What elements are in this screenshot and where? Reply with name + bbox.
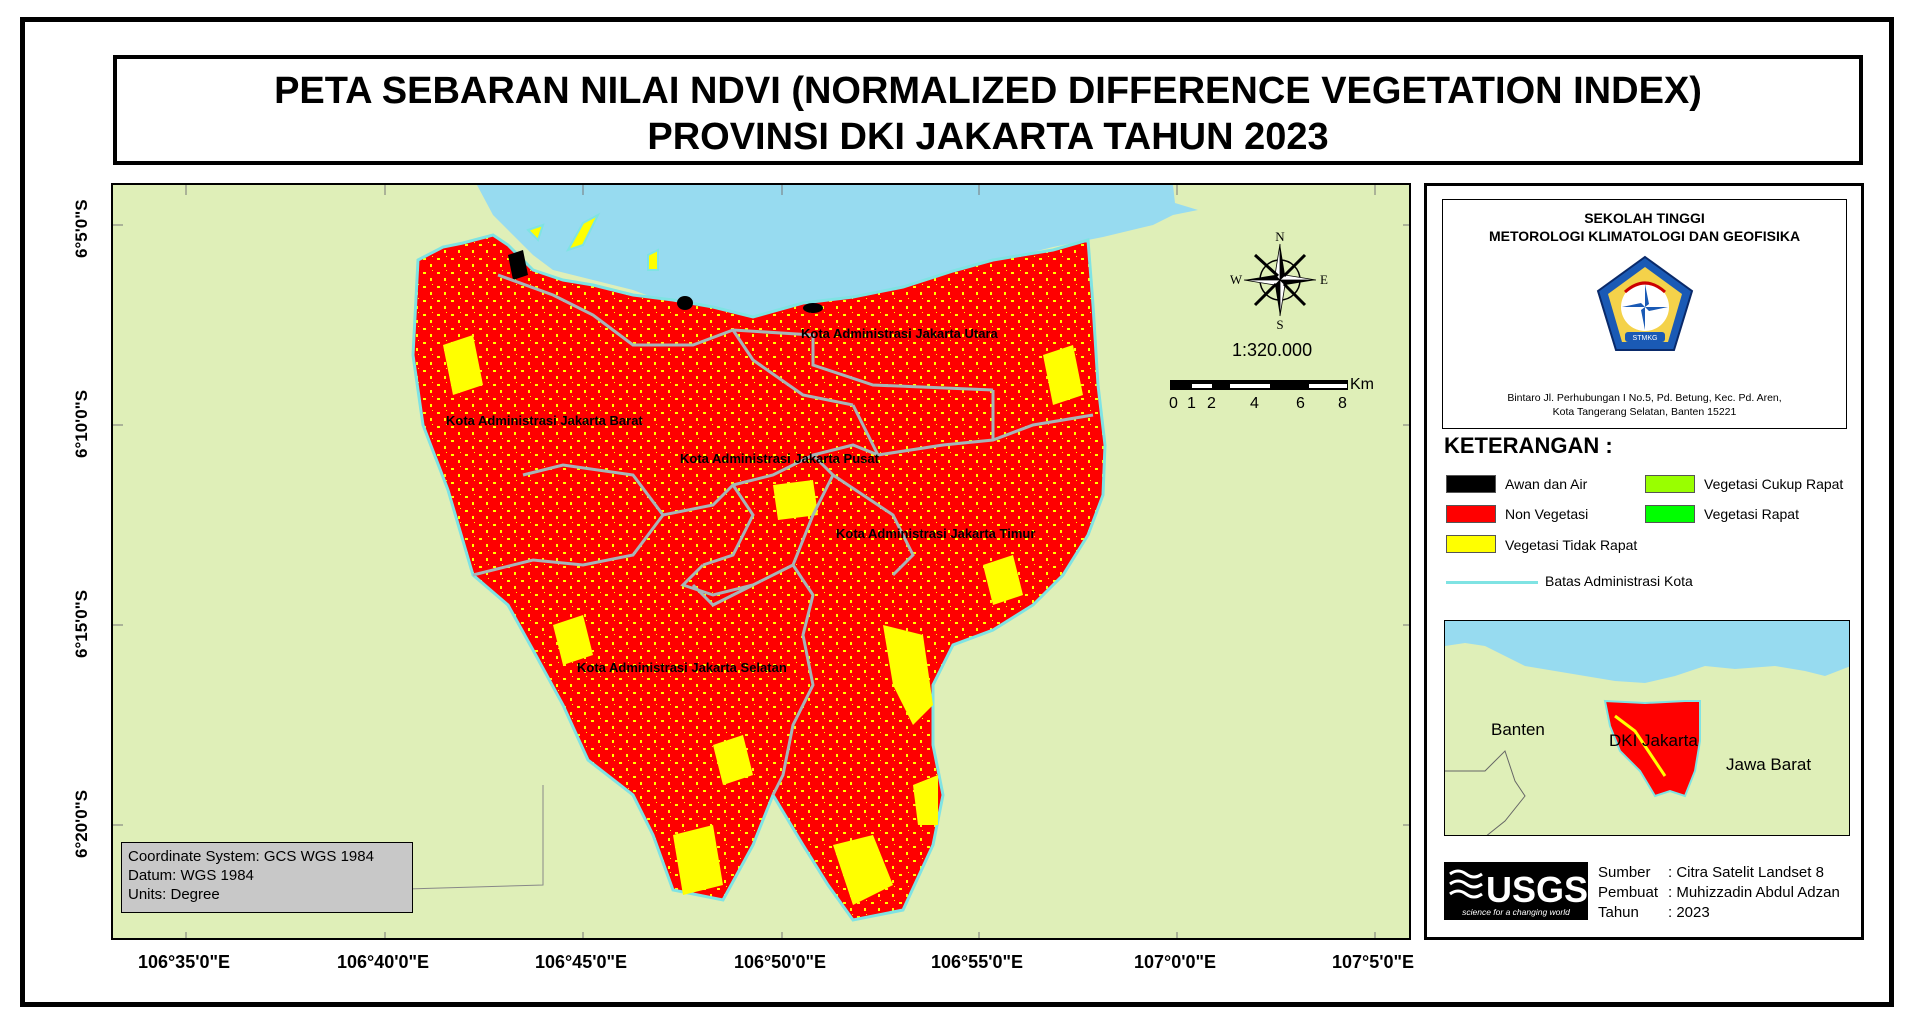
compass-n: N [1275, 230, 1285, 244]
jakarta-ndvi-area [411, 233, 1107, 922]
institution-line-1: SEKOLAH TINGGI [1584, 210, 1705, 226]
lon-label-4: 106°50'0"E [733, 952, 827, 972]
lon-label-3: 106°45'0"E [534, 952, 628, 972]
source-key-pembuat: Pembuat [1598, 884, 1659, 901]
source-value-pembuat: : Muhizzadin Abdul Adzan [1668, 884, 1840, 901]
lon-label-1: 106°35'0"E [137, 952, 231, 972]
legend-swatch-tidak-rapat [1446, 535, 1496, 553]
lat-label-2: 6°10'0"S [72, 389, 91, 458]
scale-tick-4: 4 [1250, 395, 1259, 412]
compass-s: S [1276, 317, 1283, 330]
region-label-utara: Kota Administrasi Jakarta Utara [801, 326, 998, 341]
north-arrow-compass: N S W E [1230, 230, 1328, 330]
legend-boundary-line [1446, 581, 1538, 584]
coord-line-1: Coordinate System: GCS WGS 1984 [128, 848, 374, 865]
map-frame [20, 17, 1894, 1007]
legend-swatch-awan [1446, 475, 1496, 493]
external-boundary [372, 785, 544, 891]
lon-label-7: 107°5'0"E [1331, 952, 1415, 972]
scale-ratio: 1:320.000 [1232, 340, 1313, 360]
main-map [111, 183, 1411, 940]
sea-area [477, 185, 1198, 320]
legend-swatch-cukup-rapat [1645, 475, 1695, 493]
scale-tick-1: 1 [1187, 395, 1196, 412]
legend-label-awan: Awan dan Air [1505, 476, 1588, 492]
lon-label-5: 106°55'0"E [930, 952, 1024, 972]
legend-label-non-vegetasi: Non Vegetasi [1505, 506, 1589, 522]
map-canvas [113, 185, 1409, 938]
scale-tick-0: 0 [1169, 395, 1178, 412]
title-line-1: PETA SEBARAN NILAI NDVI (NORMALIZED DIFF… [274, 70, 1702, 112]
stmkg-logo: STMKG [1596, 255, 1694, 351]
institution-line-2: METOROLOGI KLIMATOLOGI DAN GEOFISIKA [1488, 228, 1801, 244]
scale-bar [1170, 380, 1348, 390]
compass-e: E [1320, 272, 1328, 287]
legend-label-cukup-rapat: Vegetasi Cukup Rapat [1704, 476, 1844, 492]
lat-label-4: 6°20'0"S [72, 789, 91, 858]
region-label-pusat: Kota Administrasi Jakarta Pusat [680, 451, 879, 466]
inset-label-banten: Banten [1491, 720, 1545, 739]
legend-label-rapat: Vegetasi Rapat [1704, 506, 1799, 522]
scale-tick-8: 8 [1338, 395, 1347, 412]
inset-map: Banten DKI Jakarta Jawa Barat [1444, 620, 1850, 836]
logo-text: STMKG [1633, 335, 1658, 342]
coordinate-system-box: Coordinate System: GCS WGS 1984 Datum: W… [121, 842, 413, 913]
scale-tick-2: 2 [1207, 395, 1216, 412]
reclamation-islands [526, 212, 659, 271]
legend-label-tidak-rapat: Vegetasi Tidak Rapat [1505, 537, 1638, 553]
source-value-sumber: : Citra Satelit Landset 8 [1668, 864, 1824, 881]
source-key-sumber: Sumber [1598, 864, 1651, 881]
lat-label-1: 6°5'0"S [72, 199, 91, 258]
lon-label-6: 107°0'0"E [1133, 952, 1217, 972]
region-label-selatan: Kota Administrasi Jakarta Selatan [577, 660, 787, 675]
legend-swatch-rapat [1645, 505, 1695, 523]
institution-box: SEKOLAH TINGGI METOROLOGI KLIMATOLOGI DA… [1442, 199, 1847, 429]
region-label-barat: Kota Administrasi Jakarta Barat [446, 413, 643, 428]
usgs-wordmark: USGS [1486, 869, 1588, 910]
coord-line-2: Datum: WGS 1984 [128, 867, 254, 884]
compass-w: W [1230, 272, 1243, 287]
source-value-tahun: : 2023 [1668, 904, 1710, 921]
address-line-1: Bintaro Jl. Perhubungan I No.5, Pd. Betu… [1507, 392, 1782, 404]
graticule-ticks [113, 185, 1409, 938]
lat-label-3: 6°15'0"S [72, 589, 91, 658]
legend-swatch-non-vegetasi [1446, 505, 1496, 523]
legend-title: KETERANGAN : [1444, 433, 1613, 458]
map-title: PETA SEBARAN NILAI NDVI (NORMALIZED DIFF… [113, 55, 1863, 165]
inset-label-jabar: Jawa Barat [1726, 755, 1812, 774]
legend-label-boundary: Batas Administrasi Kota [1545, 573, 1693, 589]
water-cloud-patches [508, 250, 823, 313]
admin-boundaries [472, 273, 1094, 796]
inset-canvas [1445, 621, 1849, 835]
side-panel [1424, 183, 1864, 940]
lon-label-2: 106°40'0"E [336, 952, 430, 972]
title-line-2: PROVINSI DKI JAKARTA TAHUN 2023 [647, 116, 1329, 158]
address-line-2: Kota Tangerang Selatan, Banten 15221 [1552, 406, 1737, 418]
region-label-timur: Kota Administrasi Jakarta Timur [836, 526, 1036, 541]
scale-unit: Km [1350, 376, 1374, 393]
coord-line-3: Units: Degree [128, 886, 220, 903]
scale-tick-6: 6 [1296, 395, 1305, 412]
sparse-vegetation-patches [443, 335, 1083, 905]
usgs-tagline: science for a changing world [1462, 907, 1570, 917]
usgs-logo: USGS science for a changing world [1444, 862, 1588, 920]
inset-label-dki: DKI Jakarta [1609, 731, 1698, 750]
source-key-tahun: Tahun [1598, 904, 1639, 921]
